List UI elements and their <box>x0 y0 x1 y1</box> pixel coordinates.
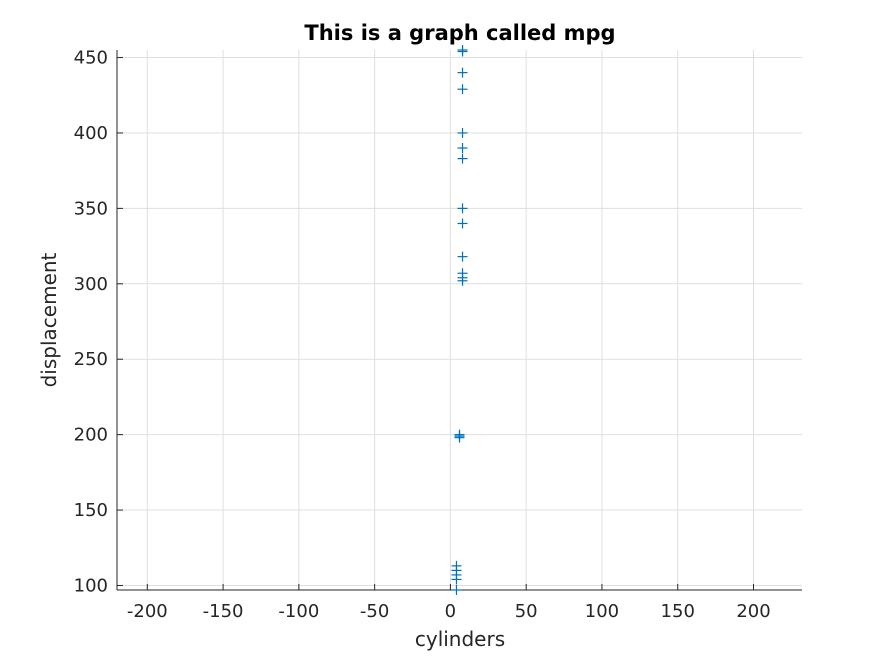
y-tick-label: 150 <box>74 500 108 521</box>
data-point <box>457 251 468 262</box>
x-tick-labels: -200 -150 -100 -50 0 50 100 150 200 <box>127 601 771 622</box>
chart-title: This is a graph called mpg <box>304 21 615 45</box>
data-point <box>457 127 468 138</box>
data-point <box>457 67 468 78</box>
data-point <box>454 432 465 443</box>
y-tick-label: 200 <box>74 425 108 446</box>
y-tick-label: 250 <box>74 349 108 370</box>
x-tick-label: -50 <box>360 601 389 622</box>
data-point <box>457 143 468 154</box>
axes <box>116 50 802 591</box>
y-tick-label: 350 <box>74 198 108 219</box>
data-point <box>457 46 468 57</box>
y-tick-label: 400 <box>74 123 108 144</box>
data-points <box>451 45 468 595</box>
data-point <box>457 218 468 229</box>
x-axis-label: cylinders <box>415 627 505 651</box>
x-tick-label: -100 <box>278 601 319 622</box>
data-point <box>457 84 468 95</box>
grid <box>117 50 802 590</box>
x-tick-label: -150 <box>203 601 244 622</box>
x-tick-label: -200 <box>127 601 168 622</box>
x-tick-label: 100 <box>585 601 619 622</box>
x-tick-label: 50 <box>515 601 538 622</box>
y-tick-label: 100 <box>74 575 108 596</box>
x-tick-label: 0 <box>445 601 456 622</box>
data-point <box>451 585 462 595</box>
data-point <box>451 574 462 585</box>
y-axis-label: displacement <box>37 252 61 387</box>
data-point <box>457 203 468 214</box>
y-tick-label: 450 <box>74 48 108 69</box>
x-tick-label: 150 <box>661 601 695 622</box>
y-tick-labels: 100 150 200 250 300 350 400 450 <box>74 48 108 597</box>
y-tick-label: 300 <box>74 274 108 295</box>
data-point <box>457 275 468 286</box>
data-point <box>457 153 468 164</box>
x-tick-label: 200 <box>736 601 770 622</box>
